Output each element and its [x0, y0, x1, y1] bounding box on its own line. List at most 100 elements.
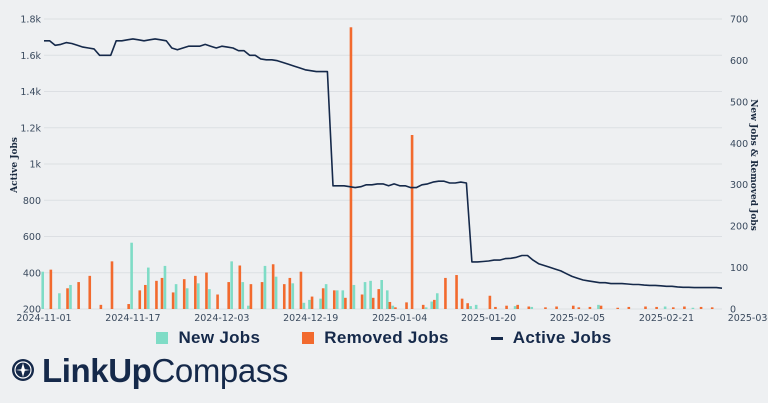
removed-jobs-bar [516, 304, 519, 309]
new-jobs-bars [41, 242, 695, 309]
x-tick-label: 2025-01-20 [461, 313, 516, 324]
y-right-tick-label: 700 [730, 15, 748, 26]
new-jobs-bar [185, 288, 189, 309]
removed-jobs-bar [216, 294, 219, 309]
removed-jobs-bar [49, 269, 53, 309]
y-left-tick-label: 200 [23, 305, 41, 316]
new-jobs-bar [130, 242, 133, 309]
y-left-tick-label: 1.4k [20, 87, 41, 98]
removed-jobs-bar [488, 295, 492, 309]
y-right-tick-label: 0 [730, 305, 736, 316]
removed-jobs-bar [699, 306, 703, 309]
active-jobs-series-line [44, 38, 723, 289]
removed-jobs-bar [455, 275, 458, 309]
new-jobs-bar [513, 306, 517, 309]
legend-item-active-jobs[interactable]: Active Jobs [490, 328, 612, 348]
removed-jobs-bar [321, 288, 325, 309]
removed-jobs-bar [360, 294, 364, 309]
new-jobs-bar [435, 293, 439, 309]
removed-jobs-bar [238, 265, 242, 309]
new-jobs-bar [430, 301, 434, 309]
chart-svg: 200 400 600 800 1k 1.2k 1.4k 1.6k 1.8k 0 100 200 300… [10, 15, 768, 325]
removed-jobs-bar [249, 284, 253, 309]
legend-removed-label: Removed Jobs [324, 328, 449, 347]
new-jobs-bar [363, 282, 367, 309]
removed-jobs-bar [421, 304, 425, 309]
new-jobs-bar [208, 289, 211, 309]
legend-new-label: New Jobs [178, 328, 261, 347]
y-axis-right-title: New Jobs & Removed Jobs [748, 99, 758, 231]
y-right-tick-label: 100 [730, 263, 748, 274]
new-jobs-bar [369, 280, 372, 309]
new-jobs-bar [352, 284, 356, 309]
new-jobs-bar [691, 307, 695, 309]
new-jobs-bar [380, 280, 383, 309]
new-jobs-bar [291, 283, 295, 309]
axis-ticks: 200 400 600 800 1k 1.2k 1.4k 1.6k 1.8k 0 100 200 300… [16, 15, 768, 325]
y-left-tick-label: 1.8k [20, 15, 41, 26]
new-jobs-bar [247, 305, 250, 309]
y-right-tick-label: 500 [730, 97, 748, 108]
removed-jobs-bar [155, 280, 158, 309]
removed-jobs-swatch [302, 332, 315, 344]
y-left-tick-label: 800 [23, 196, 41, 207]
x-tick-label: 2024-11-01 [16, 313, 71, 324]
legend: New Jobs Removed Jobs Active Jobs [0, 326, 768, 350]
x-tick-label: 2025-03-09 [728, 313, 768, 324]
removed-jobs-bar [77, 282, 80, 309]
removed-jobs-bar [599, 305, 603, 309]
removed-jobs-bar [282, 284, 286, 309]
removed-jobs-bar [288, 277, 292, 309]
removed-jobs-bar [388, 301, 392, 309]
removed-jobs-bar [271, 264, 275, 309]
brand-strong: LinkUp [42, 351, 152, 389]
brand-logo: LinkUpCompass [12, 350, 288, 390]
legend-item-new-jobs[interactable]: New Jobs [156, 328, 260, 348]
y-left-tick-label: 600 [23, 232, 41, 243]
brand-wordmark: LinkUpCompass [42, 354, 288, 387]
removed-jobs-bar [588, 306, 592, 309]
x-tick-label: 2025-01-04 [372, 313, 427, 324]
removed-jobs-bar [299, 271, 303, 309]
removed-jobs-bar [171, 292, 175, 309]
new-jobs-bar [469, 306, 472, 309]
removed-jobs-bar [405, 302, 408, 309]
removed-jobs-bar [332, 290, 336, 309]
removed-jobs-bar [138, 290, 142, 309]
removed-jobs-bar [410, 135, 414, 309]
x-tick-label: 2024-12-03 [194, 313, 249, 324]
removed-jobs-bar [494, 306, 497, 309]
new-jobs-bar [335, 290, 339, 309]
removed-jobs-bar [544, 307, 547, 309]
removed-jobs-bar [571, 305, 575, 309]
new-jobs-bar [230, 261, 233, 309]
x-tick-label: 2025-02-21 [639, 313, 694, 324]
new-jobs-bar [241, 282, 245, 309]
new-jobs-bar [474, 304, 478, 309]
new-jobs-bar [597, 304, 600, 309]
removed-jobs-bar [144, 284, 147, 309]
new-jobs-bar [302, 302, 306, 309]
new-jobs-bar [391, 305, 395, 309]
y-left-tick-label: 1.6k [20, 51, 41, 62]
removed-jobs-bar [127, 304, 130, 309]
removed-jobs-bar [655, 306, 658, 309]
removed-jobs-bar [377, 289, 381, 309]
y-right-tick-label: 200 [730, 222, 748, 233]
y-left-tick-label: 1k [29, 160, 41, 171]
legend-item-removed-jobs[interactable]: Removed Jobs [302, 328, 449, 348]
removed-jobs-bar [227, 282, 230, 309]
removed-jobs-bar [444, 277, 447, 309]
removed-jobs-bar [160, 277, 164, 309]
removed-jobs-bar [527, 306, 531, 309]
new-jobs-bar [163, 265, 167, 309]
removed-jobs-bar [683, 306, 686, 309]
removed-jobs-bar [627, 306, 631, 309]
removed-jobs-bar [110, 261, 114, 309]
removed-jobs-bar [371, 297, 375, 309]
new-jobs-bar [424, 307, 428, 309]
y-right-tick-label: 300 [730, 180, 748, 191]
x-tick-label: 2024-11-17 [105, 313, 160, 324]
removed-jobs-bar [194, 275, 197, 309]
new-jobs-bar [69, 284, 72, 309]
